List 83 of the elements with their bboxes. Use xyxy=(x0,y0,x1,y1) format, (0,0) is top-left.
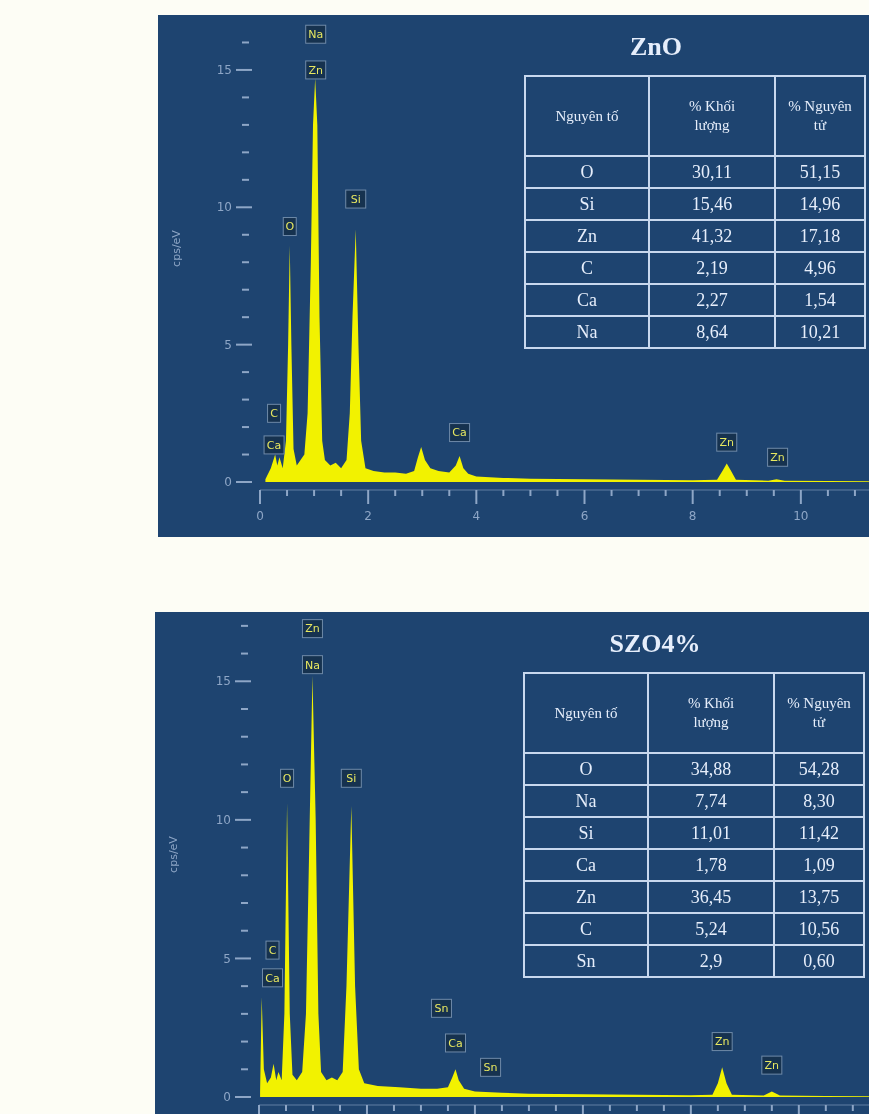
y-tick-label: 5 xyxy=(223,951,231,966)
annotation: 2,19 xyxy=(695,256,729,280)
y-axis-title: cps/eV xyxy=(167,835,180,873)
annotation: Ca xyxy=(575,853,597,877)
x-tick-label: 6 xyxy=(580,509,589,523)
annotation: 8,30 xyxy=(802,789,836,813)
annotation: 13,75 xyxy=(797,885,841,909)
annotation: 14,96 xyxy=(798,192,842,216)
annotation: % Nguyên tử xyxy=(787,97,853,135)
annotation: Zn xyxy=(770,451,785,465)
annotation: Zn xyxy=(764,1058,780,1072)
annotation: 0,60 xyxy=(802,949,836,973)
annotation: 30,11 xyxy=(691,160,733,184)
annotation: Ca xyxy=(265,971,280,985)
x-tick-label: 0 xyxy=(256,509,264,523)
annotation: Si xyxy=(350,192,361,206)
y-tick-label: 15 xyxy=(216,63,232,78)
annotation: 17,18 xyxy=(798,224,842,248)
x-tick-label: 2 xyxy=(364,509,372,523)
annotation: Zn xyxy=(305,622,320,636)
annotation: 54,28 xyxy=(797,757,841,781)
annotation: Zn xyxy=(575,885,597,909)
annotation: 4,96 xyxy=(803,256,837,280)
annotation: Na xyxy=(575,320,599,344)
y-tick-label: 5 xyxy=(224,337,232,352)
x-tick-label: 4 xyxy=(472,509,481,523)
annotation: Na xyxy=(574,789,598,813)
annotation: 2,27 xyxy=(695,288,729,312)
annotation: 7,74 xyxy=(694,789,728,813)
annotation: Ca xyxy=(266,438,282,452)
y-tick-label: 10 xyxy=(216,200,232,215)
x-tick-label: 10 xyxy=(793,509,809,523)
annotation: Na xyxy=(308,28,324,42)
text: SZO4% xyxy=(609,629,701,658)
annotation: % Khối lượng xyxy=(687,97,737,135)
annotation: 41,32 xyxy=(690,224,734,248)
annotation: 34,88 xyxy=(689,757,733,781)
y-tick-label: 0 xyxy=(223,1090,231,1105)
annotation: Nguyên tố xyxy=(553,703,619,723)
annotation: 1,09 xyxy=(802,853,836,877)
annotation: 1,78 xyxy=(694,853,728,877)
annotation: 8,64 xyxy=(695,320,729,344)
annotation: Zn xyxy=(714,1035,730,1049)
annotation: 36,45 xyxy=(689,885,733,909)
x-tick-label: 8 xyxy=(688,509,697,523)
y-tick-label: 15 xyxy=(215,674,231,689)
annotation: 5,24 xyxy=(694,917,728,941)
annotation: C xyxy=(580,256,594,280)
annotation: Sn xyxy=(434,1002,449,1016)
annotation: O xyxy=(578,757,594,781)
annotation: 10,21 xyxy=(798,320,842,344)
y-tick-label: 10 xyxy=(215,813,231,828)
annotation: O xyxy=(579,160,595,184)
annotation: 51,15 xyxy=(798,160,842,184)
annotation: O xyxy=(285,220,295,234)
annotation: Zn xyxy=(576,224,598,248)
y-tick-label: 0 xyxy=(224,475,232,490)
annotation: Sn xyxy=(575,949,597,973)
annotation: 11,01 xyxy=(690,821,732,845)
annotation: Si xyxy=(577,821,595,845)
annotation: % Khối lượng xyxy=(686,694,736,732)
annotation: Zn xyxy=(719,436,735,450)
annotation: C xyxy=(268,943,277,957)
text: ZnO xyxy=(629,32,683,61)
annotation: 15,46 xyxy=(690,192,734,216)
annotation: Zn xyxy=(308,63,323,77)
annotation: 2,9 xyxy=(698,949,724,973)
annotation: % Nguyên tử xyxy=(786,694,852,732)
annotation: Ca xyxy=(452,426,467,440)
y-axis-title: cps/eV xyxy=(170,229,183,267)
annotation: 11,42 xyxy=(798,821,840,845)
annotation: Sn xyxy=(483,1061,498,1075)
annotation: Nguyên tố xyxy=(554,106,620,126)
annotation: Si xyxy=(578,192,596,216)
annotation: Ca xyxy=(448,1036,463,1050)
annotation: Ca xyxy=(576,288,598,312)
annotation: O xyxy=(282,772,292,786)
annotation: Si xyxy=(346,772,357,786)
annotation: Na xyxy=(304,658,320,672)
annotation: 1,54 xyxy=(803,288,837,312)
annotation: C xyxy=(270,407,279,421)
annotation: 10,56 xyxy=(797,917,841,941)
annotation: C xyxy=(579,917,593,941)
